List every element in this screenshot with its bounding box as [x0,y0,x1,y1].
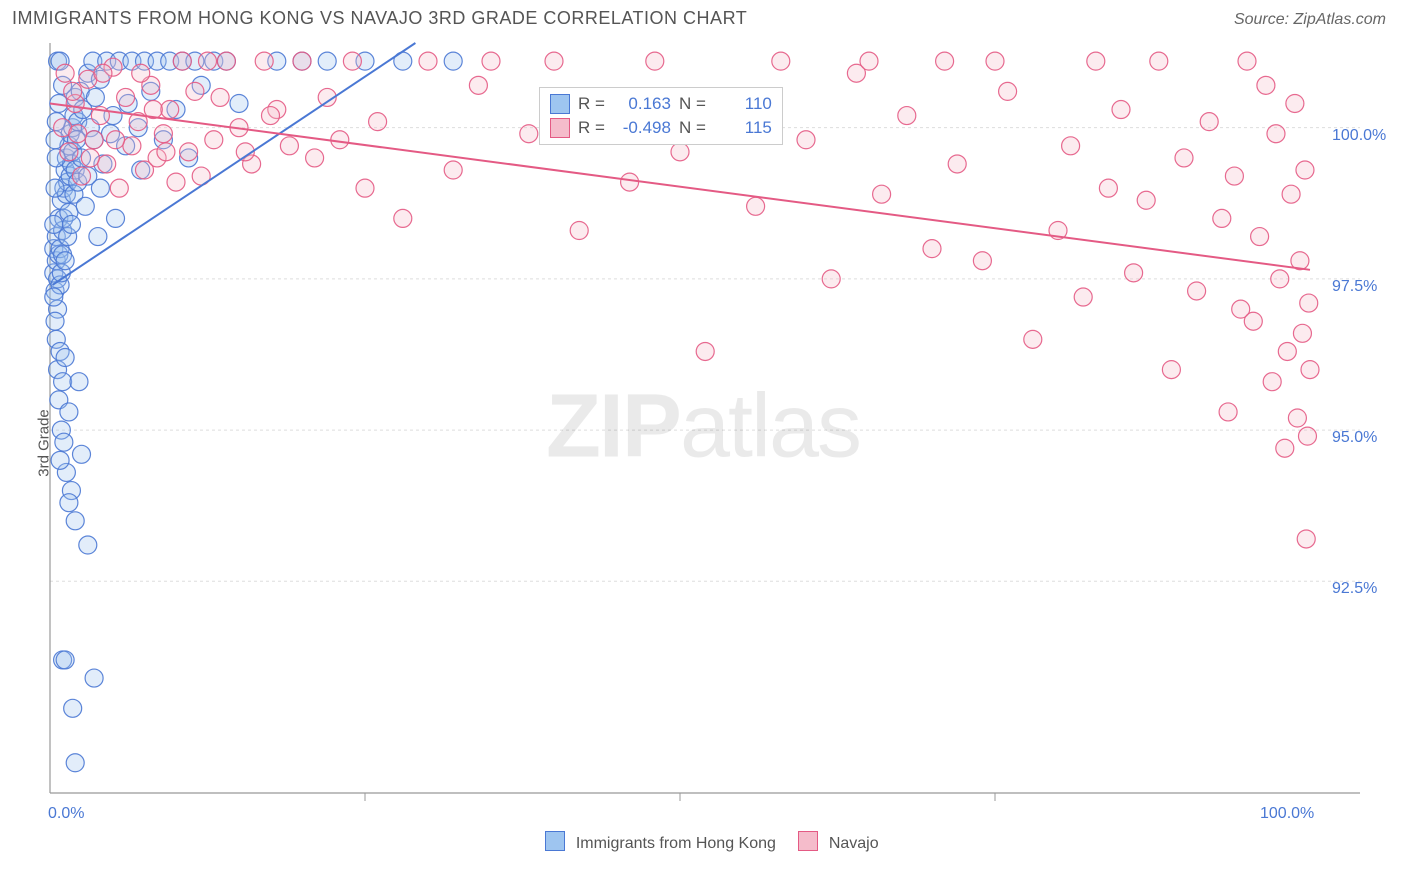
chart-header: IMMIGRANTS FROM HONG KONG VS NAVAJO 3RD … [0,0,1406,33]
correlation-legend: R =0.163N =110R =-0.498N =115 [539,87,783,145]
legend-label-2: Navajo [829,835,879,852]
legend-swatch-2 [798,831,818,851]
legend-swatch-1 [545,831,565,851]
chart-title: IMMIGRANTS FROM HONG KONG VS NAVAJO 3RD … [12,8,747,29]
chart-area: 3rd Grade ZIPatlas R =0.163N =110R =-0.4… [0,33,1406,853]
series-legend: Immigrants from Hong Kong Navajo [0,831,1406,853]
legend-label-1: Immigrants from Hong Kong [576,835,776,852]
source-attribution: Source: ZipAtlas.com [1234,11,1386,29]
scatter-plot-svg [0,33,1406,853]
